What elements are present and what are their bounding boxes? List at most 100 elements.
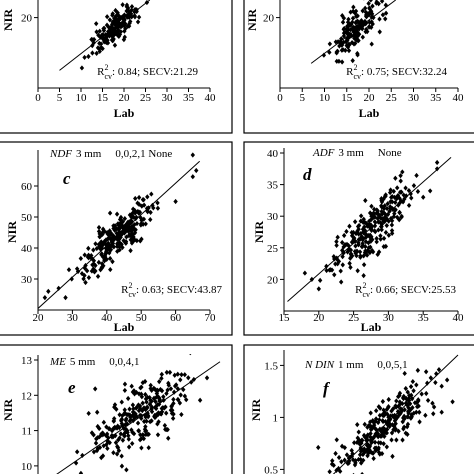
- header-size: 3 mm: [338, 147, 364, 159]
- data-point: [350, 58, 355, 64]
- data-point: [391, 188, 396, 194]
- data-point: [158, 386, 163, 393]
- data-point: [122, 422, 128, 428]
- data-point: [100, 46, 105, 52]
- data-point: [434, 159, 440, 166]
- data-point: [371, 212, 376, 218]
- data-point: [408, 191, 413, 197]
- r2-label: R: [97, 66, 105, 78]
- data-point: [380, 411, 385, 418]
- data-point: [398, 401, 403, 407]
- data-point: [119, 453, 124, 459]
- data-point: [359, 25, 365, 31]
- data-point: [134, 220, 140, 227]
- data-point: [117, 31, 123, 38]
- data-point: [370, 3, 375, 9]
- data-point: [400, 437, 405, 443]
- r2-sub: cv: [353, 72, 361, 81]
- data-point: [111, 234, 117, 240]
- data-point: [361, 432, 367, 438]
- data-point: [369, 14, 374, 20]
- data-point: [346, 16, 351, 22]
- data-point: [134, 238, 140, 244]
- data-point: [143, 424, 148, 430]
- data-point: [393, 427, 398, 433]
- marks: [316, 354, 459, 474]
- data-point: [110, 11, 115, 17]
- data-point: [104, 424, 109, 430]
- data-point: [345, 38, 350, 44]
- data-point: [114, 211, 120, 217]
- data-point: [164, 390, 169, 397]
- data-point: [143, 221, 148, 227]
- data-point: [139, 445, 144, 451]
- y-tick-label: 25: [267, 243, 279, 255]
- data-point: [360, 34, 365, 40]
- y-tick-label: 20: [267, 274, 279, 286]
- data-point: [367, 443, 373, 449]
- data-point: [376, 449, 382, 456]
- panel-letter: e: [68, 378, 76, 397]
- data-point: [379, 227, 384, 233]
- data-point: [136, 391, 142, 397]
- data-point: [133, 215, 138, 222]
- data-point: [96, 228, 102, 235]
- data-point: [377, 16, 382, 22]
- data-point: [402, 407, 407, 413]
- data-point: [168, 407, 174, 413]
- data-point: [352, 40, 358, 47]
- data-point: [171, 396, 176, 403]
- data-point: [89, 268, 95, 274]
- data-point: [330, 458, 335, 464]
- data-point: [316, 444, 321, 451]
- data-point: [86, 275, 92, 281]
- data-point: [110, 240, 116, 247]
- panel-e: 10 11 12 13 NIR ME 5 mm 0,0,4,1 e: [0, 344, 233, 474]
- stats-annotation: R2 cv: 0.84; SECV:21.29: [97, 63, 198, 81]
- data-point: [120, 437, 126, 443]
- data-point: [107, 440, 112, 446]
- data-point: [98, 44, 104, 51]
- x-tick-label: 30: [162, 92, 174, 104]
- data-point: [342, 25, 347, 32]
- data-point: [161, 397, 166, 403]
- data-point: [337, 468, 343, 474]
- data-point: [155, 205, 161, 211]
- data-point: [130, 238, 136, 245]
- data-point: [96, 224, 102, 231]
- data-point: [141, 405, 147, 411]
- data-point: [101, 431, 106, 437]
- data-point: [399, 189, 404, 195]
- data-point: [114, 16, 119, 22]
- data-point: [345, 19, 351, 25]
- x-tick-label: 35: [430, 92, 442, 104]
- header-property: ADF: [312, 147, 335, 159]
- data-point: [371, 455, 376, 462]
- data-point: [361, 262, 367, 268]
- data-point: [424, 390, 429, 397]
- data-point: [371, 206, 377, 212]
- data-point: [133, 227, 138, 233]
- data-point: [378, 236, 383, 242]
- data-point: [384, 222, 389, 229]
- data-point: [419, 391, 424, 397]
- x-tick-label: 15: [97, 92, 109, 104]
- data-point: [340, 47, 346, 53]
- x-axis-label: Lab: [114, 106, 135, 120]
- data-point: [136, 408, 142, 414]
- data-point: [131, 417, 136, 424]
- data-point: [366, 24, 372, 30]
- data-point: [155, 432, 161, 438]
- data-point: [380, 398, 386, 405]
- r2-sup: 2: [362, 281, 366, 290]
- data-point: [104, 14, 110, 20]
- data-point: [179, 411, 184, 418]
- data-point: [363, 239, 369, 245]
- data-point: [114, 451, 120, 457]
- data-point: [401, 413, 407, 419]
- data-point: [400, 419, 405, 425]
- data-point: [127, 406, 132, 412]
- data-point: [352, 10, 358, 16]
- data-point: [372, 422, 377, 428]
- y-tick-label: 0.5: [264, 464, 278, 474]
